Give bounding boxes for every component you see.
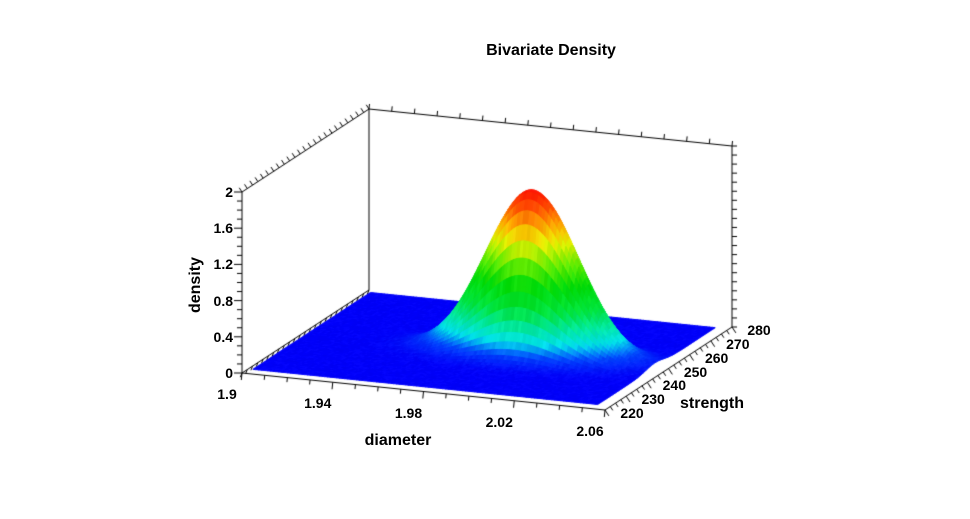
chart-title: Bivariate Density: [486, 42, 616, 59]
z-tick-label: 1.6: [213, 220, 233, 237]
x-tick-label: 1.98: [394, 404, 423, 421]
z-axis-title-density: density: [187, 256, 204, 314]
y-axis-title-strength: strength: [680, 395, 744, 412]
z-tick-label: 0.8: [213, 292, 233, 309]
z-tick-label: 0: [225, 365, 233, 381]
y-tick-label: 220: [620, 405, 644, 421]
x-tick-label: 2.02: [485, 413, 513, 430]
x-tick-label: 1.94: [304, 395, 332, 412]
y-tick-label: 240: [662, 377, 687, 394]
y-tick-label: 250: [683, 363, 708, 380]
y-tick-label: 270: [726, 335, 750, 352]
z-tick-label: 2: [225, 184, 233, 200]
x-axis-title-diameter: diameter: [364, 432, 432, 449]
x-tick-label: 2.06: [576, 423, 604, 439]
z-tick-label: 1.2: [213, 256, 233, 273]
y-tick-label: 280: [747, 322, 771, 338]
z-tick-label: 0.4: [213, 328, 233, 345]
y-tick-label: 230: [641, 391, 665, 408]
x-tick-label: 1.9: [217, 386, 237, 402]
y-tick-label: 260: [704, 349, 729, 366]
